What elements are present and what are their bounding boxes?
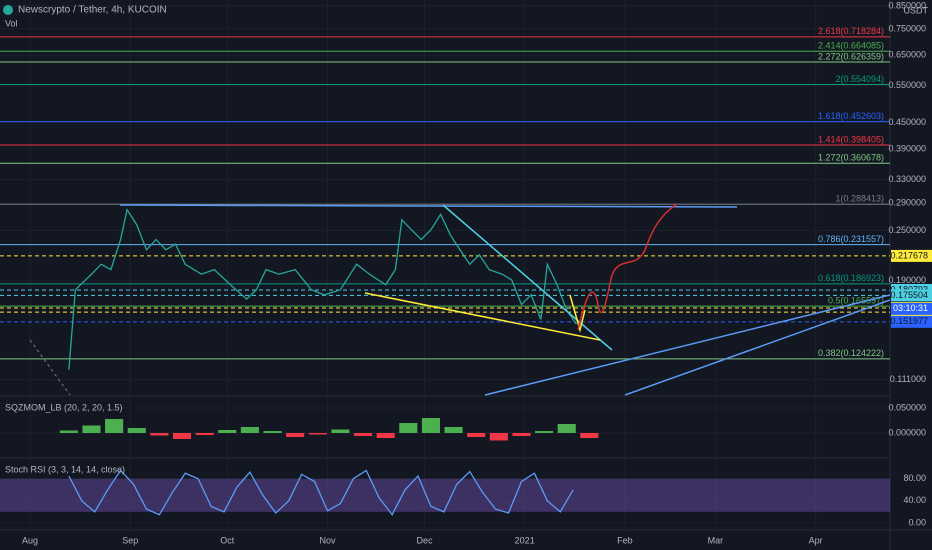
momentum-bar	[59, 430, 78, 433]
resistance-line	[119, 204, 738, 208]
x-tick-label: Aug	[22, 535, 38, 545]
momentum-bar	[195, 433, 214, 435]
band	[0, 478, 890, 512]
momentum-bar	[105, 419, 124, 433]
y-tick-label: 0.190000	[888, 275, 926, 285]
momentum-bar	[535, 431, 554, 433]
x-tick-label: Dec	[416, 535, 433, 545]
momentum-bar	[580, 433, 599, 438]
y-tick-label: 80.00	[903, 473, 926, 483]
arrow	[569, 294, 586, 333]
trendline	[624, 299, 891, 396]
fib-label: 2.272(0.626359)	[818, 51, 884, 61]
price-tag-label: 0.217678	[890, 250, 928, 260]
momentum-bar	[467, 433, 486, 437]
y-tick-label: 0.050000	[888, 402, 926, 412]
momentum-bar	[353, 433, 373, 436]
momentum-bar	[557, 424, 576, 433]
price-line-series	[68, 208, 577, 370]
countdown-tag	[891, 302, 932, 315]
price-tag	[891, 249, 932, 262]
fib-label: 2(0.554094)	[835, 74, 884, 84]
price-tag-label: 0.175504	[890, 290, 928, 300]
momentum-bar	[399, 423, 418, 433]
projection-curve	[577, 203, 678, 331]
unit-label: USDT	[904, 5, 929, 15]
trendline	[484, 294, 891, 396]
momentum-bar	[218, 430, 237, 433]
momentum-bar	[308, 433, 327, 435]
y-tick-label: 0.00	[908, 517, 926, 527]
dashed-line	[29, 339, 71, 396]
momentum-bar	[489, 433, 508, 441]
y-tick-label: 0.650000	[888, 50, 926, 60]
y-tick-label: 0.000000	[888, 427, 926, 437]
trendline	[364, 292, 601, 341]
y-tick-label: 40.00	[903, 495, 926, 505]
momentum-bar	[172, 433, 192, 439]
momentum-bar	[331, 429, 350, 433]
fib-label: 0.786(0.231557)	[818, 234, 884, 244]
momentum-bar	[82, 425, 101, 433]
chart-title: Newscrypto / Tether, 4h, KUCOIN	[18, 5, 167, 16]
fib-label: 2.414(0.664085)	[818, 41, 884, 51]
volume-label: Vol	[5, 18, 18, 28]
y-tick-label: 0.390000	[888, 143, 926, 153]
y-tick-label: 0.750000	[888, 23, 926, 33]
drawings	[29, 203, 891, 396]
y-tick-label: 0.111000	[890, 374, 926, 384]
symbol-icon	[3, 5, 13, 15]
fib-label: 1.414(0.398405)	[818, 134, 884, 144]
fib-label: 0.618(0.186923)	[818, 273, 884, 283]
momentum-bar	[421, 418, 440, 433]
x-tick-label: Mar	[708, 535, 724, 545]
fib-label: 0.5(0.165597)	[828, 295, 884, 305]
y-tick-label: 0.250000	[888, 225, 926, 235]
price-tag-label: 0.151977	[890, 316, 928, 326]
momentum-bar	[376, 433, 395, 438]
x-tick-label: Oct	[220, 535, 235, 545]
y-tick-label: 0.330000	[888, 174, 926, 184]
x-tick-label: 2021	[515, 535, 535, 545]
momentum-bar	[150, 433, 169, 436]
countdown: 03:10:31	[893, 303, 928, 313]
momentum-bar	[286, 433, 305, 437]
x-tick-label: Sep	[122, 535, 138, 545]
y-tick-label: 0.550000	[888, 80, 926, 90]
fib-label: 1(0.288413)	[835, 194, 884, 204]
price-tag	[891, 289, 932, 302]
x-tick-label: Nov	[319, 535, 336, 545]
y-tick-label: 0.850000	[888, 0, 926, 10]
y-tick-label: 0.290000	[888, 198, 926, 208]
fib-label: 0.382(0.124222)	[818, 348, 884, 358]
indicator-title: Stoch RSI (3, 3, 14, 14, close)	[5, 464, 125, 474]
fib-label: 1.272(0.360678)	[818, 153, 884, 163]
momentum-bar	[127, 428, 146, 433]
price-tag	[891, 315, 932, 328]
momentum-bar	[512, 433, 531, 436]
momentum-bar	[263, 431, 282, 433]
trendline	[442, 204, 613, 351]
x-tick-label: Feb	[617, 535, 633, 545]
indicator-title: SQZMOM_LB (20, 2, 20, 1.5)	[5, 402, 123, 412]
price-line-series	[68, 469, 574, 516]
y-tick-label: 0.450000	[888, 117, 926, 127]
fib-label: 2.618(0.718284)	[818, 26, 884, 36]
momentum-bar	[444, 427, 463, 433]
x-tick-label: Apr	[809, 535, 823, 545]
fib-label: 1.618(0.452603)	[818, 111, 884, 121]
price-tag-label: 0.180793	[890, 284, 928, 294]
momentum-bar	[240, 427, 259, 433]
